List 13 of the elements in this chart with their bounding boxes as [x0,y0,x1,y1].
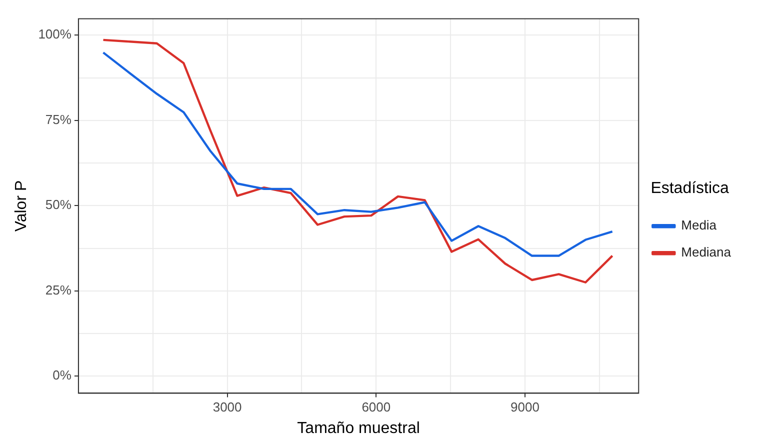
legend-label: Mediana [681,244,732,260]
y-tick-label: 50% [45,197,72,212]
x-tick-label: 9000 [510,400,540,415]
y-tick-label: 25% [45,282,72,298]
legend-label: Media [681,218,718,233]
y-tick-label: 0% [52,368,72,383]
x-axis-title: Tamaño muestral [297,420,420,437]
legend-title: Estadística [650,180,730,197]
x-tick-label: 3000 [212,400,242,415]
x-tick-label: 6000 [362,400,391,415]
y-axis-title: Valor P [13,180,30,232]
y-tick-label: 100% [38,26,72,42]
y-tick-label: 75% [45,112,72,127]
